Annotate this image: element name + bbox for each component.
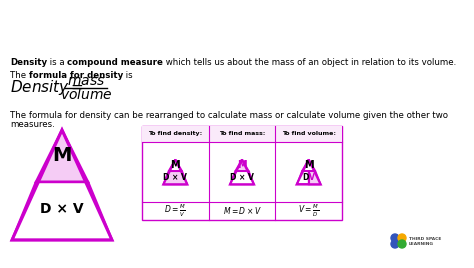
Polygon shape	[169, 159, 182, 171]
Text: formula for density: formula for density	[29, 71, 123, 80]
Text: To find density:: To find density:	[148, 131, 202, 136]
Text: The formula for density can be rearranged to calculate mass or calculate volume : The formula for density can be rearrange…	[10, 111, 448, 120]
Text: D × V: D × V	[40, 202, 84, 216]
Bar	[142, 126, 342, 220]
Polygon shape	[302, 159, 315, 171]
Text: To find mass:: To find mass:	[219, 131, 265, 136]
Bar	[142, 126, 209, 142]
Text: $\mathit{volume}$: $\mathit{volume}$	[60, 87, 112, 102]
Text: The: The	[10, 71, 29, 80]
Circle shape	[391, 234, 399, 242]
Polygon shape	[297, 171, 309, 184]
Text: Formula For Density: Formula For Density	[12, 18, 185, 33]
Polygon shape	[309, 171, 321, 184]
Text: M: M	[304, 160, 313, 170]
Circle shape	[391, 240, 399, 248]
Text: $\mathit{mass}$: $\mathit{mass}$	[67, 74, 105, 88]
Text: $\mathit{Density}$$ = $: $\mathit{Density}$$ = $	[10, 79, 84, 98]
Text: is: is	[123, 71, 133, 80]
Text: compound measure: compound measure	[67, 58, 164, 67]
Text: D × V: D × V	[164, 173, 187, 182]
Text: is a: is a	[47, 58, 67, 67]
Text: To find volume:: To find volume:	[282, 131, 336, 136]
Text: Density: Density	[10, 58, 47, 67]
Polygon shape	[235, 159, 249, 171]
Text: $M = D \times V$: $M = D \times V$	[223, 206, 262, 217]
Text: LEARNING: LEARNING	[409, 242, 434, 246]
Text: D: D	[302, 173, 308, 182]
Polygon shape	[12, 182, 112, 240]
Text: M: M	[237, 160, 247, 170]
Text: D × V: D × V	[230, 173, 254, 182]
Bar	[275, 126, 342, 142]
Text: M: M	[171, 160, 180, 170]
Circle shape	[398, 240, 406, 248]
Text: THIRD SPACE: THIRD SPACE	[409, 237, 441, 241]
Polygon shape	[36, 130, 88, 182]
Text: M: M	[52, 146, 72, 165]
Bar	[209, 126, 275, 142]
Text: $V = \frac{M}{D}$: $V = \frac{M}{D}$	[298, 203, 319, 219]
Circle shape	[398, 234, 406, 242]
Text: measures.: measures.	[10, 120, 55, 129]
Polygon shape	[230, 171, 254, 184]
Text: V: V	[310, 173, 315, 182]
Text: which tells us about the mass of an object in relation to its volume.: which tells us about the mass of an obje…	[164, 58, 456, 67]
Polygon shape	[164, 171, 187, 184]
Text: $D = \frac{M}{V}$: $D = \frac{M}{V}$	[164, 203, 186, 219]
